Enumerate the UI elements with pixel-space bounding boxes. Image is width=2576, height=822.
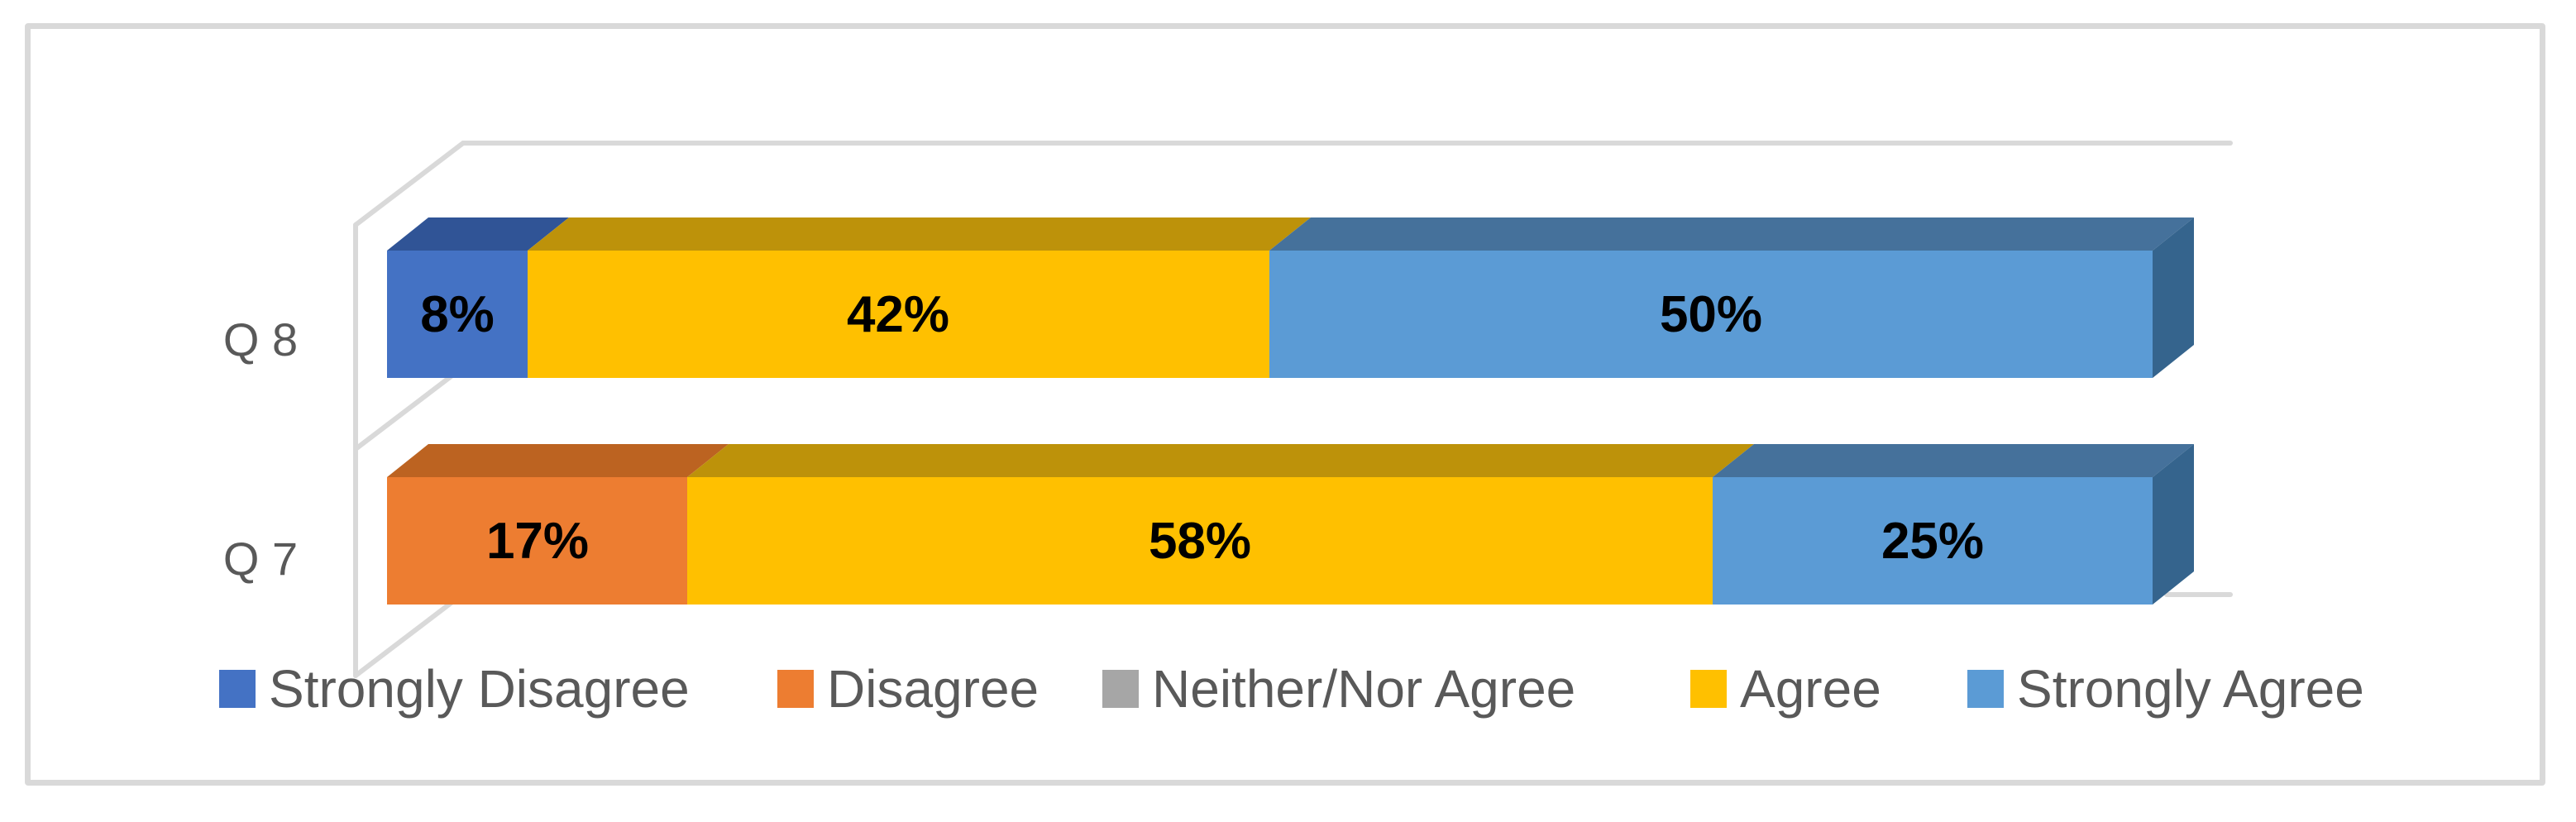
category-label-q7: Q 7 bbox=[222, 533, 299, 585]
legend-item-agree: Agree bbox=[1690, 659, 1881, 719]
wireframe bbox=[353, 141, 2233, 678]
legend-label-agree: Agree bbox=[1740, 659, 1881, 719]
q8-strongly-agree-side-face bbox=[2153, 217, 2194, 378]
legend-swatch-disagree bbox=[777, 670, 814, 708]
q8-strongly-agree-segment bbox=[1269, 251, 2153, 378]
q7-strongly-agree-top-face bbox=[1713, 444, 2194, 477]
q7-disagree-segment bbox=[387, 477, 687, 605]
category-label-q8: Q 8 bbox=[222, 313, 299, 366]
data-label-q7-strongly-agree: 25% bbox=[1881, 513, 1985, 570]
legend-swatch-strongly-agree bbox=[1967, 670, 2004, 708]
legend-item-disagree: Disagree bbox=[777, 659, 1039, 719]
q8-strongly-agree-top-face bbox=[1269, 217, 2194, 251]
q8-agree-segment bbox=[528, 251, 1269, 378]
bar-q7 bbox=[387, 444, 2194, 605]
q7-agree-segment bbox=[687, 477, 1713, 605]
bar-q8 bbox=[387, 217, 2194, 378]
legend-label-strongly-disagree: Strongly Disagree bbox=[269, 659, 690, 719]
legend-label-neither-nor-agree: Neither/Nor Agree bbox=[1152, 659, 1576, 719]
category-divider-gridline bbox=[353, 365, 466, 452]
legend-swatch-strongly-disagree bbox=[219, 670, 256, 708]
data-label-q7-disagree: 17% bbox=[485, 513, 590, 570]
figure-border bbox=[25, 23, 2545, 786]
data-label-q7-agree: 58% bbox=[1148, 513, 1252, 570]
q7-disagree-top-face bbox=[387, 444, 729, 477]
q8-strongly-disagree-top-face bbox=[387, 217, 569, 251]
wall-top-left-edge bbox=[353, 141, 466, 227]
legend-label-strongly-agree: Strongly Agree bbox=[2017, 659, 2364, 719]
legend-item-neither-nor-agree: Neither/Nor Agree bbox=[1102, 659, 1576, 719]
q7-strongly-agree-segment bbox=[1713, 477, 2153, 605]
data-label-q8-strongly-disagree: 8% bbox=[420, 286, 495, 343]
q8-strongly-disagree-segment bbox=[387, 251, 528, 378]
floor-front-left-edge bbox=[353, 591, 466, 678]
data-label-q8-agree: 42% bbox=[846, 286, 950, 343]
data-label-q8-strongly-agree: 50% bbox=[1659, 286, 1763, 343]
legend-swatch-neither-nor-agree bbox=[1102, 670, 1139, 708]
legend-item-strongly-disagree: Strongly Disagree bbox=[219, 659, 690, 719]
q7-agree-top-face bbox=[687, 444, 1754, 477]
legend-item-strongly-agree: Strongly Agree bbox=[1967, 659, 2364, 719]
legend-swatch-agree bbox=[1690, 670, 1727, 708]
q8-agree-top-face bbox=[528, 217, 1311, 251]
q7-strongly-agree-side-face bbox=[2153, 444, 2194, 605]
legend-label-disagree: Disagree bbox=[827, 659, 1039, 719]
